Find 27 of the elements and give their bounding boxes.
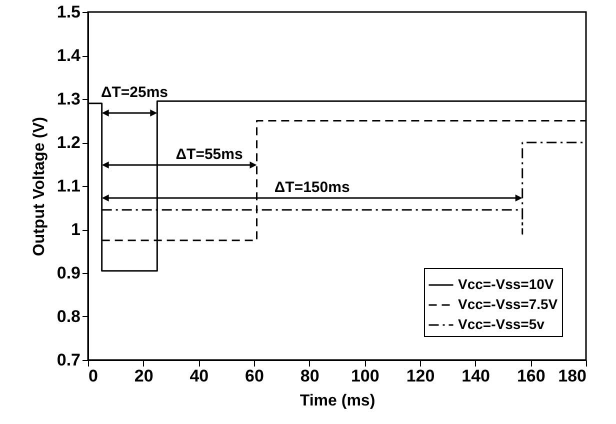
y-tick-label: 0.8 — [56, 307, 80, 326]
x-tick-label: 40 — [190, 366, 209, 386]
y-tick-label: 1.2 — [56, 133, 80, 152]
y-tick-label: 1.3 — [56, 90, 80, 108]
annotation: ΔT=150ms — [274, 179, 350, 196]
legend-label: Vcc=-Vss=10V — [458, 276, 554, 292]
x-axis-title: Time (ms) — [300, 392, 376, 410]
y-tick-label: 0.9 — [56, 264, 80, 282]
y-tick-label: 0.7 — [56, 350, 80, 370]
x-tick-label: 180 — [558, 366, 586, 386]
x-tick-label: 20 — [134, 366, 154, 386]
y-tick-label: 1.5 — [56, 2, 80, 22]
annotation: ΔT=25ms — [100, 84, 168, 101]
x-tick-label: 60 — [245, 366, 264, 386]
x-tick-label: 120 — [406, 366, 435, 386]
annotation: ΔT=55ms — [176, 146, 243, 163]
legend-label: Vcc=-Vss=7.5V — [458, 296, 558, 312]
y-tick-label: 1 — [71, 220, 80, 239]
x-tick-label: 0 — [88, 366, 98, 386]
x-tick-label: 160 — [516, 366, 546, 386]
x-tick-label: 100 — [350, 366, 380, 386]
legend-label: Vcc=-Vss=5v — [458, 316, 545, 332]
y-tick-label: 1.4 — [56, 46, 82, 65]
y-axis-title: Output Voltage (V) — [30, 116, 48, 256]
x-tick-label: 80 — [300, 366, 320, 386]
y-tick-label: 1.1 — [56, 176, 80, 196]
x-tick-label: 140 — [462, 366, 490, 386]
